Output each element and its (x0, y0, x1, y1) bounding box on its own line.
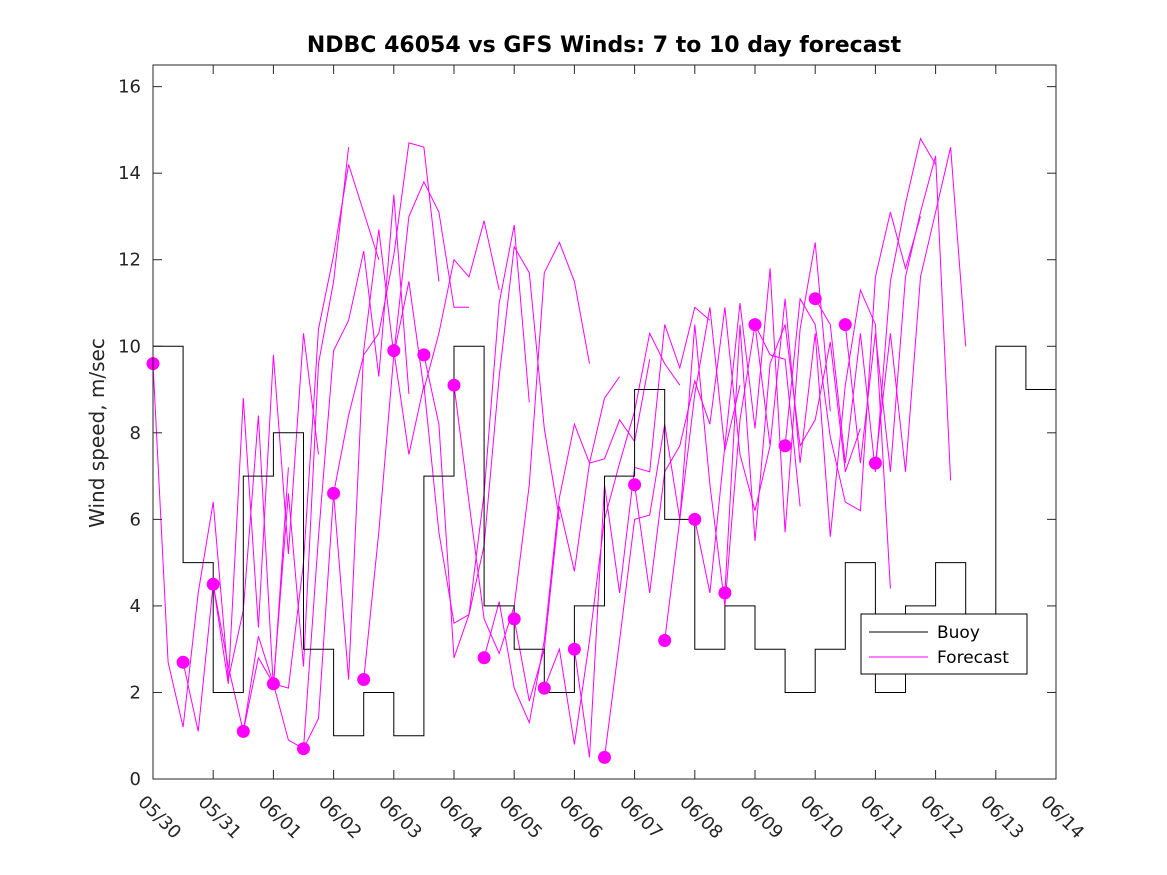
legend-buoy-label: Buoy (937, 623, 980, 643)
y-tick-label-5: 10 (118, 336, 141, 357)
forecast-marker-11 (477, 651, 491, 665)
forecast-marker-18 (688, 512, 702, 526)
forecast-marker-19 (718, 586, 732, 600)
forecast-line-14 (573, 306, 711, 758)
y-tick-label-4: 8 (130, 423, 141, 444)
forecast-marker-4 (266, 677, 280, 691)
forecast-marker-21 (778, 439, 792, 453)
legend-forecast-label: Forecast (937, 648, 1009, 668)
forecast-marker-5 (297, 742, 310, 756)
forecast-line-7 (363, 220, 500, 680)
forecast-line-4 (272, 194, 410, 750)
forecast-marker-3 (236, 724, 250, 738)
forecast-marker-7 (357, 673, 371, 686)
forecast-line-17 (664, 322, 801, 641)
forecast-marker-17 (658, 634, 672, 647)
forecast-marker-22 (808, 292, 822, 306)
forecast-line-18 (694, 242, 831, 594)
legend: Buoy Forecast (860, 613, 1028, 675)
forecast-line-0 (153, 363, 289, 728)
forecast-line-23 (844, 155, 952, 481)
forecast-marker-23 (838, 318, 852, 332)
forecast-marker-13 (537, 681, 551, 695)
forecast-marker-16 (628, 478, 642, 492)
y-tick-label-3: 6 (130, 509, 141, 530)
forecast-line-22 (814, 137, 937, 472)
forecast-marker-20 (748, 318, 762, 332)
forecast-line-10 (453, 241, 590, 655)
forecast-marker-24 (868, 456, 882, 470)
y-axis-label: Wind speed, m/sec (85, 338, 109, 528)
forecast-line-15 (604, 307, 741, 758)
forecast-marker-10 (447, 378, 461, 392)
forecast-marker-8 (387, 344, 401, 358)
y-tick-label-2: 4 (130, 596, 141, 617)
forecast-line-3 (242, 164, 380, 732)
forecast-line-5 (303, 142, 440, 749)
forecast-line-12 (513, 359, 651, 702)
forecast-marker-2 (206, 577, 220, 591)
forecast-line-2 (212, 147, 350, 732)
legend-box (860, 613, 1028, 675)
forecast-marker-6 (327, 486, 341, 500)
chart-title: NDBC 46054 vs GFS Winds: 7 to 10 day for… (307, 33, 902, 58)
forecast-line-24 (874, 147, 967, 472)
forecast-marker-9 (417, 348, 431, 362)
forecast-line-6 (333, 180, 469, 680)
forecast-marker-14 (567, 642, 581, 656)
forecast-marker-1 (176, 655, 190, 669)
forecast-marker-12 (507, 612, 521, 626)
forecast-line-8 (393, 225, 530, 624)
forecast-line-20 (754, 288, 891, 589)
y-tick-label-7: 14 (118, 163, 141, 184)
forecast-line-1 (182, 333, 319, 732)
axes-box (152, 64, 1057, 780)
y-tick-label-6: 12 (118, 250, 141, 271)
y-tick-label-1: 2 (130, 682, 141, 703)
forecast-line-9 (423, 245, 560, 658)
buoy-line (153, 302, 1056, 737)
y-tick-label-0: 0 (130, 769, 141, 790)
forecast-marker-15 (598, 750, 611, 764)
forecast-line-13 (543, 331, 681, 745)
forecast-line-11 (483, 376, 621, 725)
y-tick-label-8: 16 (118, 77, 141, 98)
